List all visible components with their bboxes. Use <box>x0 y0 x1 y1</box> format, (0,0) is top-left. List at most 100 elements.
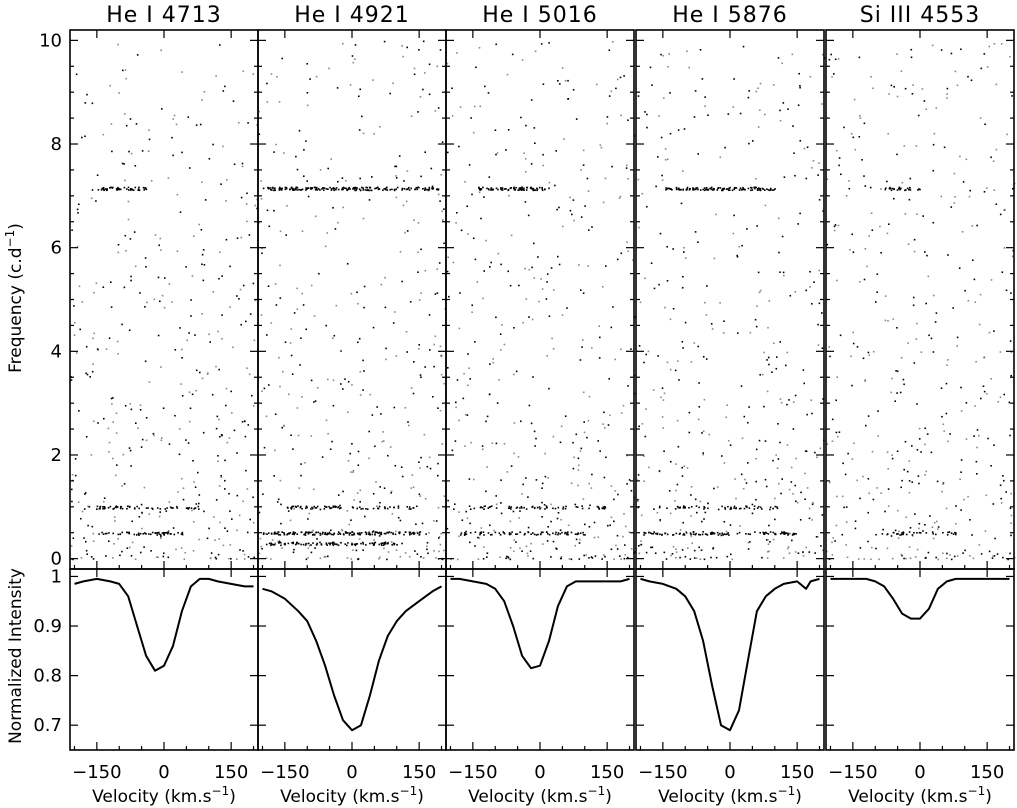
periodogram-point <box>221 314 223 316</box>
periodogram-point <box>640 540 642 542</box>
periodogram-point <box>417 251 419 254</box>
periodogram-peak-point <box>119 188 122 191</box>
periodogram-point <box>726 404 728 406</box>
periodogram-point <box>1010 514 1013 517</box>
periodogram-point <box>984 123 986 126</box>
periodogram-point <box>613 498 615 501</box>
periodogram-peak-point <box>742 188 745 191</box>
periodogram-point <box>289 519 292 522</box>
periodogram-point <box>813 281 815 283</box>
periodogram-point <box>433 365 435 368</box>
periodogram-point <box>901 554 903 557</box>
periodogram-peak-point <box>375 531 377 533</box>
periodogram-point <box>258 552 261 555</box>
periodogram-peak-point <box>515 533 517 535</box>
periodogram-point <box>530 422 533 425</box>
periodogram-point <box>886 180 888 183</box>
periodogram-point <box>437 558 440 561</box>
periodogram-point <box>858 56 861 59</box>
periodogram-point <box>113 516 116 518</box>
periodogram-point <box>900 70 903 72</box>
periodogram-point <box>886 451 889 453</box>
periodogram-point <box>124 179 126 182</box>
periodogram-point <box>638 425 640 428</box>
periodogram-point <box>372 530 375 532</box>
periodogram-point <box>715 556 718 559</box>
periodogram-peak-point <box>322 187 324 189</box>
periodogram-peak-point <box>316 542 318 545</box>
periodogram-peak-point <box>491 533 493 536</box>
periodogram-point <box>903 383 905 386</box>
periodogram-point <box>1001 502 1003 504</box>
periodogram-point <box>569 209 572 212</box>
periodogram-point <box>884 510 886 513</box>
periodogram-peak-point <box>142 187 145 189</box>
periodogram-peak-point <box>489 534 492 536</box>
periodogram-point <box>626 241 628 243</box>
periodogram-point <box>224 527 226 529</box>
periodogram-point <box>601 286 604 288</box>
periodogram-point <box>265 557 268 559</box>
periodogram-point <box>732 232 735 235</box>
periodogram-point <box>329 448 332 450</box>
periodogram-point <box>608 95 611 97</box>
periodogram-peak-point <box>726 188 729 190</box>
periodogram-point <box>208 527 210 530</box>
periodogram-point <box>349 452 351 455</box>
periodogram-peak-point <box>717 534 720 536</box>
periodogram-point <box>931 526 934 528</box>
periodogram-point <box>517 456 520 458</box>
periodogram-point <box>868 354 870 356</box>
periodogram-peak-point <box>270 544 272 547</box>
periodogram-point <box>904 440 907 443</box>
periodogram-point <box>985 393 988 395</box>
periodogram-point <box>117 243 120 246</box>
periodogram-point <box>669 368 672 371</box>
periodogram-point <box>424 269 427 272</box>
periodogram-point <box>896 153 898 156</box>
periodogram-point <box>238 121 240 124</box>
periodogram-point <box>112 532 114 535</box>
periodogram-peak-point <box>667 187 669 190</box>
periodogram-peak-point <box>313 534 316 536</box>
periodogram-point <box>401 475 404 478</box>
periodogram-point <box>583 554 585 557</box>
periodogram-point <box>310 379 313 382</box>
periodogram-point <box>910 48 913 51</box>
periodogram-peak-point <box>145 188 148 191</box>
periodogram-point <box>795 457 797 460</box>
periodogram-point <box>452 261 455 264</box>
periodogram-peak-point <box>360 532 363 534</box>
periodogram-point <box>443 242 445 245</box>
periodogram-peak-point <box>692 533 695 535</box>
periodogram-peak-point <box>685 189 688 191</box>
periodogram-point <box>739 112 742 115</box>
periodogram-peak-point <box>416 188 419 191</box>
periodogram-point <box>699 558 702 560</box>
periodogram-peak-point <box>479 533 481 536</box>
periodogram-point <box>548 315 551 317</box>
periodogram-point <box>935 556 937 559</box>
periodogram-point <box>658 115 660 117</box>
periodogram-point <box>229 306 231 308</box>
periodogram-point <box>78 285 81 288</box>
periodogram-point <box>680 202 683 205</box>
periodogram-point <box>567 79 569 82</box>
periodogram-point <box>500 349 502 351</box>
periodogram-point <box>219 251 221 253</box>
periodogram-point <box>952 307 954 309</box>
periodogram-point <box>335 304 338 307</box>
periodogram-point <box>669 92 671 94</box>
periodogram-point <box>646 126 648 129</box>
periodogram-point <box>918 438 921 440</box>
periodogram-point <box>960 509 962 511</box>
periodogram-point <box>497 252 500 255</box>
periodogram-point <box>488 176 491 178</box>
periodogram-peak-point <box>581 505 583 507</box>
periodogram-point <box>131 541 134 544</box>
periodogram-point <box>229 265 231 268</box>
periodogram-peak-point <box>336 543 338 546</box>
periodogram-peak-point <box>270 542 273 545</box>
periodogram-peak-point <box>890 189 893 192</box>
periodogram-point <box>737 332 739 334</box>
